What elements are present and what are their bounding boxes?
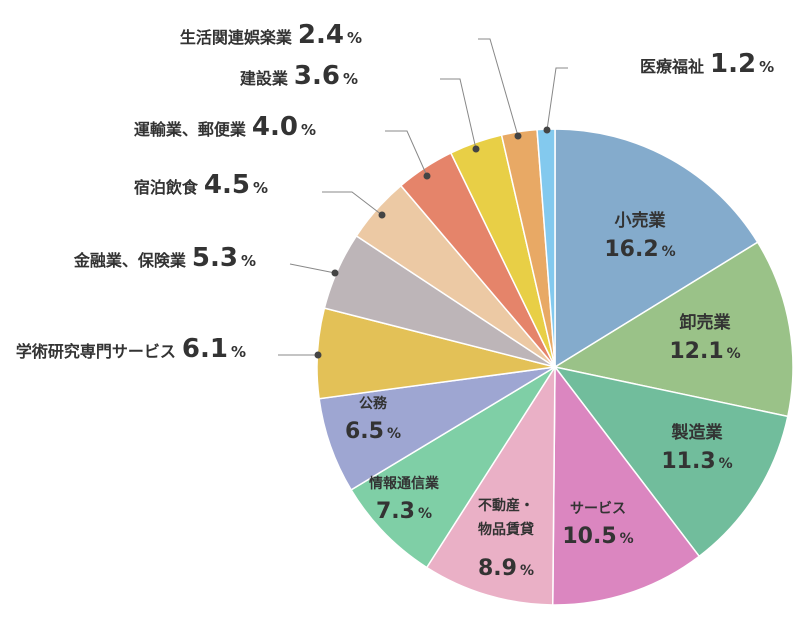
- slice-11-label: 運輸業、郵便業 4.0%: [134, 112, 316, 142]
- slice-12-label: 建設業 3.6%: [240, 61, 358, 91]
- slice-3-value: 11.3%: [661, 449, 732, 474]
- slice-10-leader-dot: [378, 211, 386, 219]
- slice-2-name: 卸売業: [680, 312, 731, 333]
- slice-4-value: 10.5%: [562, 524, 633, 549]
- slice-3-name: 製造業: [671, 422, 723, 443]
- slice-13-leader: [478, 38, 519, 137]
- slice-labels: 小売業 16.2 % 卸売業 12.1 % 製造業 11.3 % サービス 10.5 % 不動産・物品賃…: [16, 20, 774, 581]
- slice-4-name: サービス: [570, 501, 626, 517]
- slice-12-leader-dot: [472, 145, 480, 153]
- slice-14-label: 医療福祉 1.2%: [640, 49, 774, 79]
- slice-8-leader-dot: [314, 351, 322, 359]
- slice-9-label: 金融業、保険業 5.3%: [73, 243, 256, 273]
- slice-5-name-line-1: 不動産・: [478, 497, 534, 514]
- slice-7-value: 6.5%: [345, 419, 401, 444]
- slice-10-label: 宿泊飲食 4.5%: [134, 170, 268, 200]
- slice-12-leader: [440, 78, 477, 150]
- slice-8-label: 学術研究専門サービス 6.1%: [16, 334, 246, 364]
- slice-5-wedge: [425, 364, 556, 606]
- slice-11-leader-dot: [423, 172, 431, 180]
- slice-1-wedge: [554, 128, 759, 369]
- slice-9-leader-dot: [331, 269, 339, 277]
- slice-11-leader: [385, 130, 428, 177]
- leader-lines: [278, 38, 568, 359]
- slice-1-name: 小売業: [615, 210, 666, 231]
- slice-13-leader-dot: [514, 132, 522, 140]
- slice-6-wedge: [350, 366, 556, 569]
- slice-5-name-line-2: 物品賃貸: [478, 521, 534, 538]
- slice-6-name: 情報通信業: [369, 475, 440, 492]
- slice-5-value: 8.9%: [478, 556, 534, 581]
- slice-10-leader: [322, 191, 383, 216]
- slice-6-value: 7.3%: [376, 499, 432, 524]
- slice-14-leader: [546, 67, 568, 131]
- slice-14-leader-dot: [543, 126, 551, 134]
- slice-13-label: 生活関連娯楽業 2.4%: [180, 20, 362, 50]
- slice-3-wedge: [553, 365, 789, 558]
- slice-4-wedge: [551, 364, 701, 606]
- slice-2-wedge: [553, 241, 794, 418]
- slice-7-name: 公務: [359, 395, 388, 412]
- slice-9-leader: [289, 263, 336, 274]
- pie-slices: [316, 128, 794, 606]
- slice-2-value: 12.1%: [669, 339, 740, 364]
- slice-1-value: 16.2%: [604, 237, 675, 262]
